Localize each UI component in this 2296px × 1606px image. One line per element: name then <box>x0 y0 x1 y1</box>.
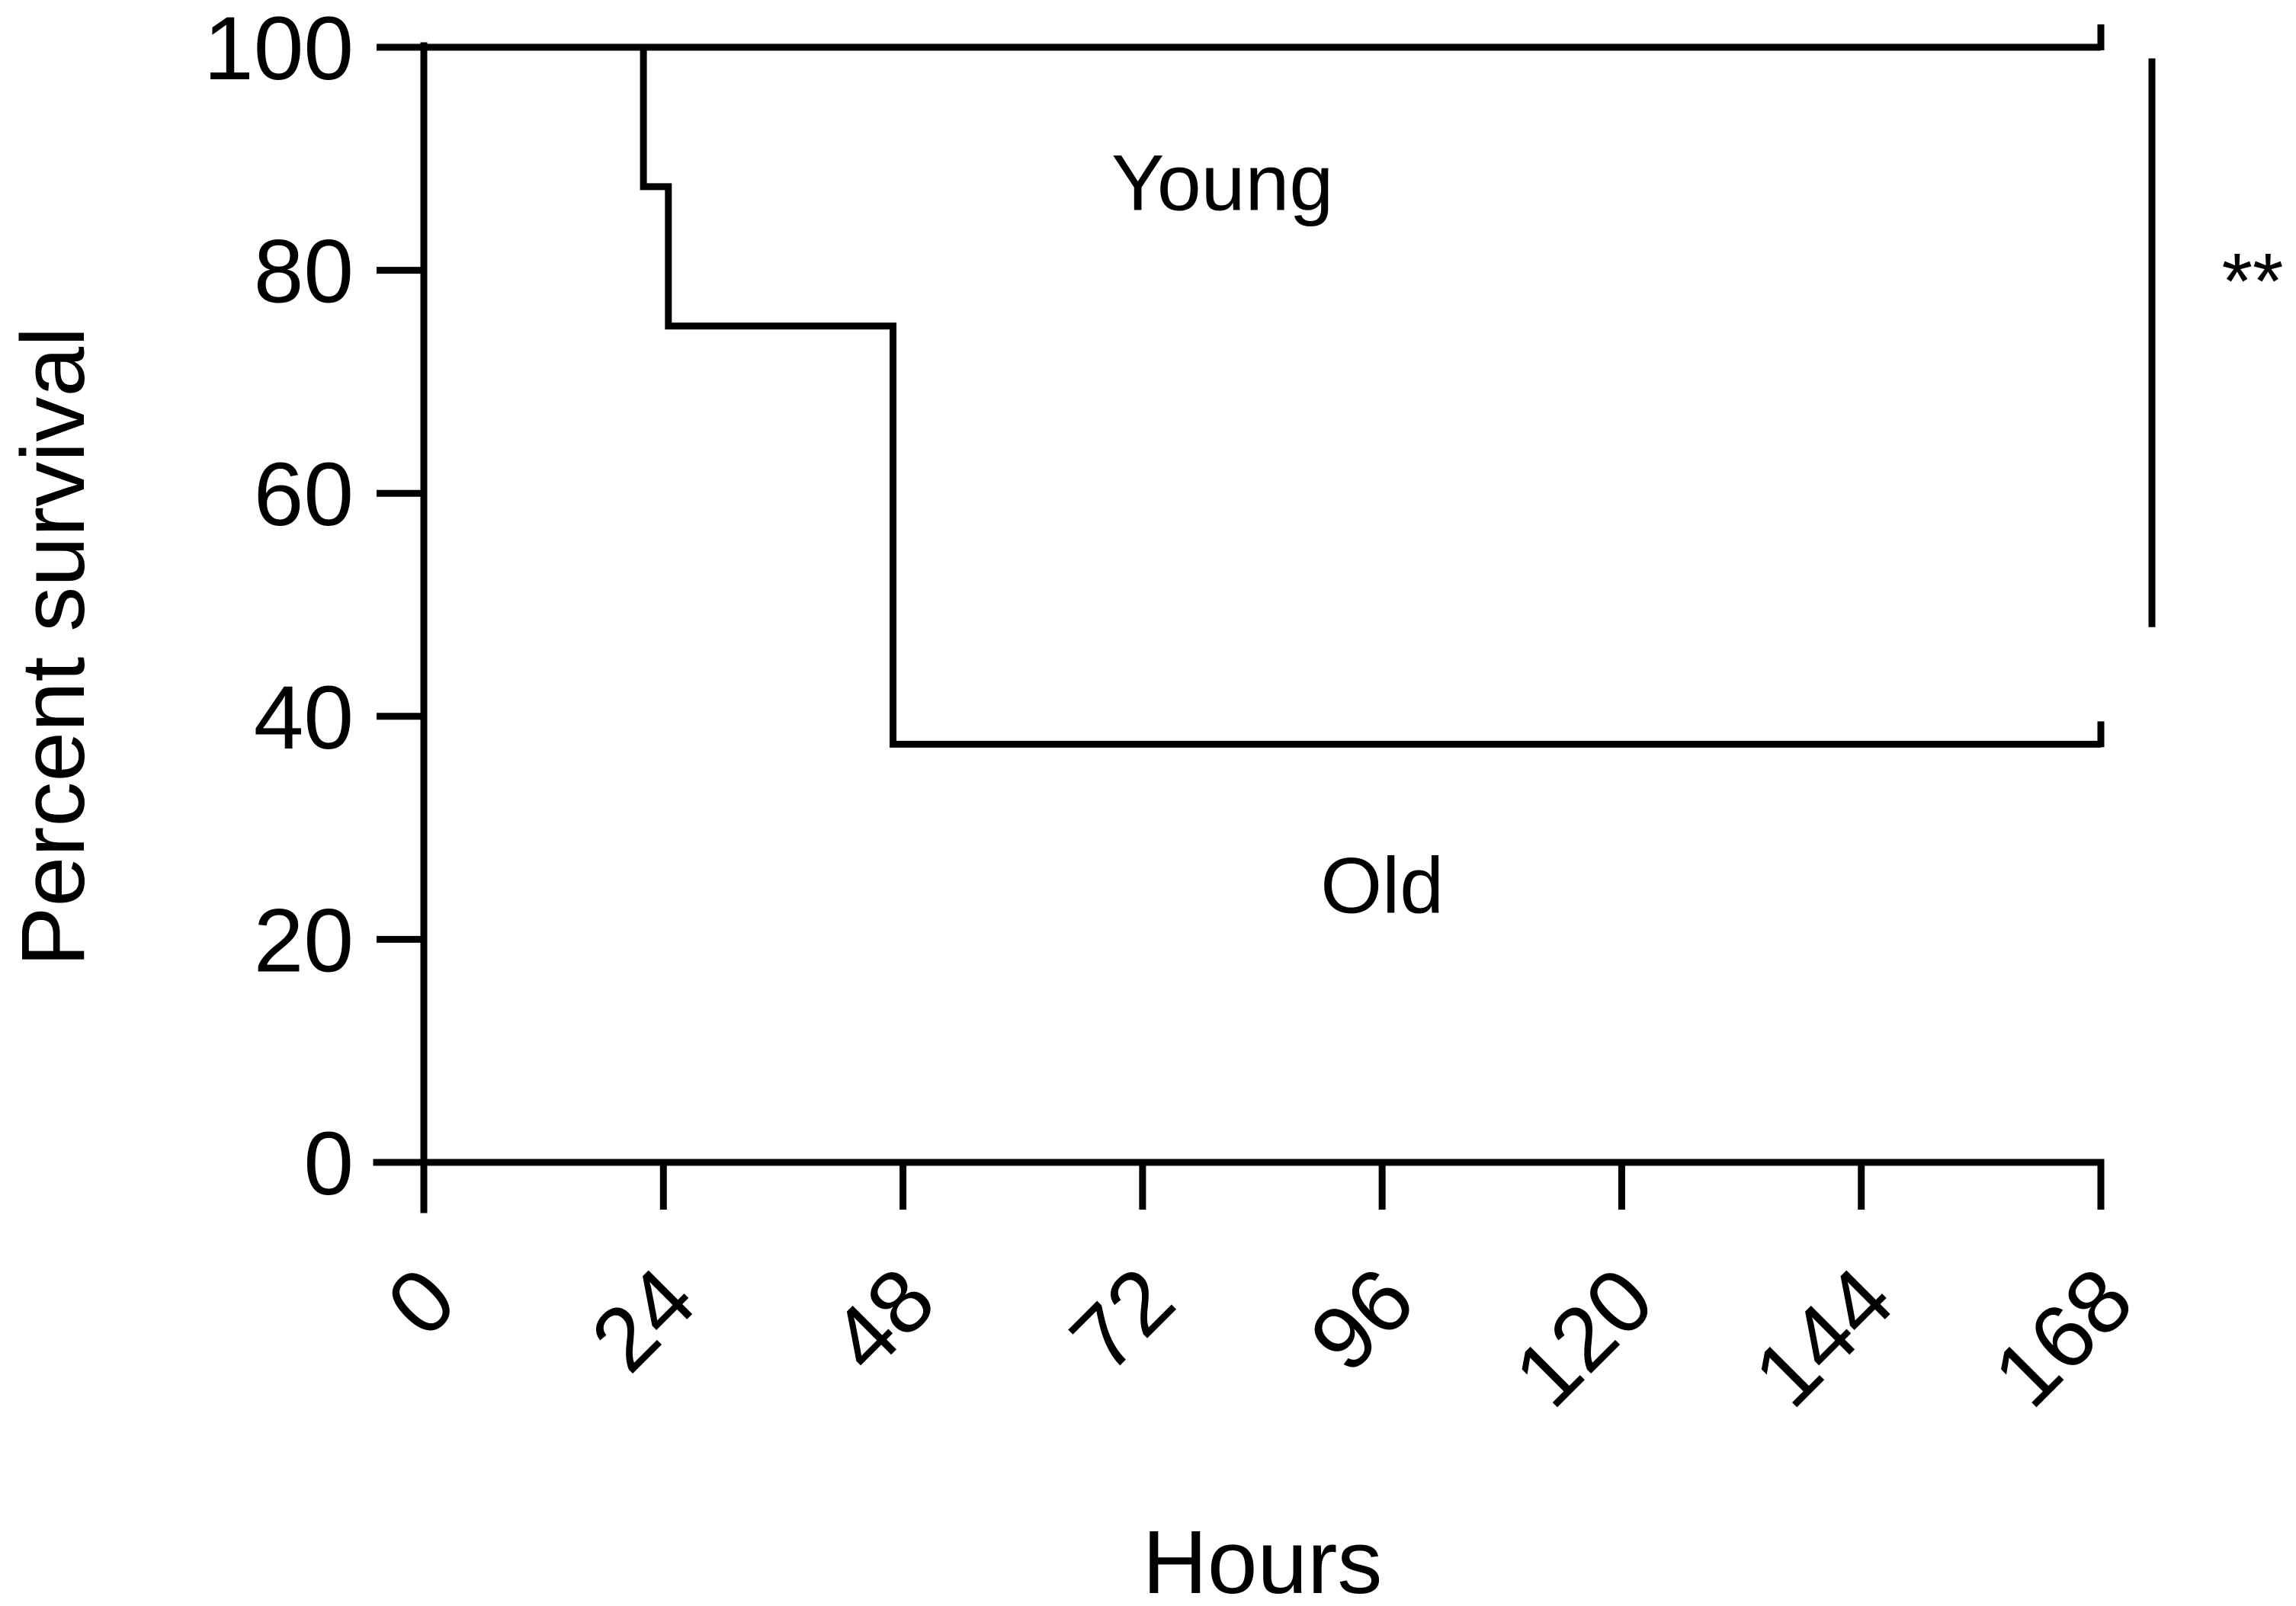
y-tick-label-0: 0 <box>303 1114 354 1214</box>
series-line-old <box>424 43 2101 748</box>
y-tick-label-60: 60 <box>254 444 354 545</box>
labels: Young Old ** <box>1111 58 2284 930</box>
x-tick-label-24: 24 <box>572 1249 714 1390</box>
x-tick-label-144: 144 <box>1735 1249 1913 1426</box>
x-axis-title: Hours <box>1143 1512 1383 1606</box>
series-label-young: Young <box>1111 139 1333 228</box>
y-tick-label-80: 80 <box>254 222 354 322</box>
x-tick-label-0: 0 <box>368 1249 475 1355</box>
x-tick-label-120: 120 <box>1496 1249 1673 1426</box>
x-tick-label-168: 168 <box>1974 1249 2152 1426</box>
y-tick-label-20: 20 <box>254 890 354 991</box>
x-tick-label-48: 48 <box>812 1249 954 1390</box>
series-label-old: Old <box>1320 841 1444 930</box>
x-tick-label-96: 96 <box>1291 1249 1433 1390</box>
y-tick-label-100: 100 <box>204 0 354 99</box>
y-tick-label-40: 40 <box>254 668 354 768</box>
y-axis-title: Percent survival <box>3 327 104 966</box>
significance-label: ** <box>2222 238 2284 326</box>
x-tick-label-72: 72 <box>1051 1249 1193 1390</box>
series-lines <box>424 24 2105 748</box>
